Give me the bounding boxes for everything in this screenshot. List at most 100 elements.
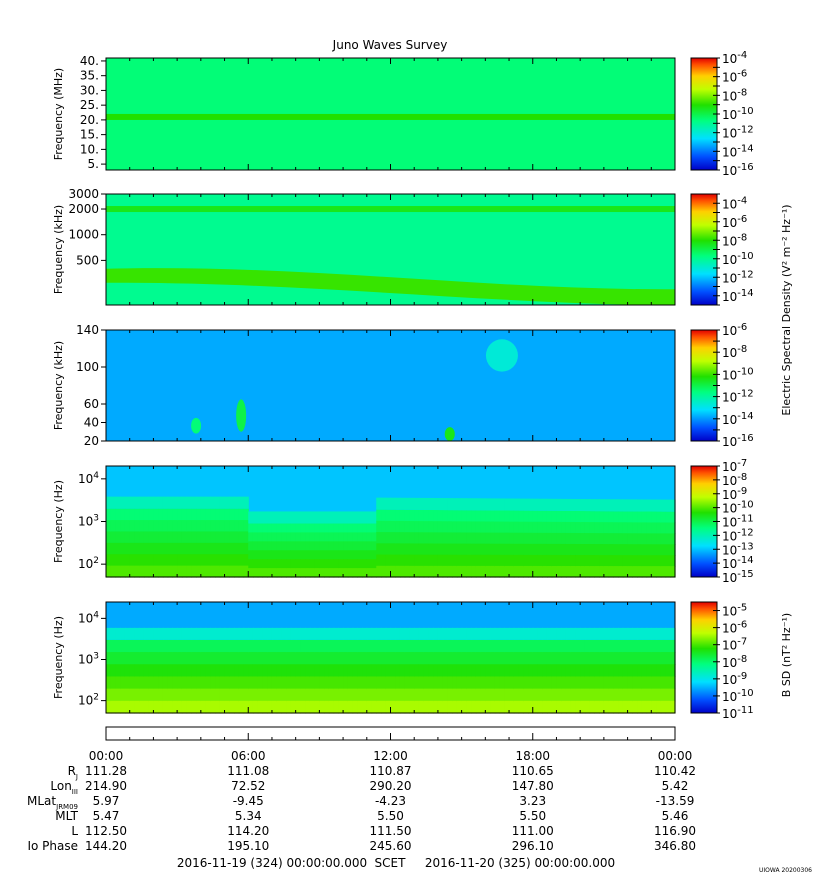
colorbar-tick-label: 10-10 bbox=[722, 688, 754, 704]
spectral-cell bbox=[186, 700, 192, 714]
spectral-cell bbox=[191, 496, 197, 509]
spectral-cell bbox=[670, 533, 676, 545]
spectral-cell bbox=[442, 510, 448, 522]
spectral-cell bbox=[124, 520, 131, 533]
spectral-cell bbox=[238, 700, 245, 714]
spectral-cell bbox=[134, 531, 140, 544]
ephemeris-value: 5.34 bbox=[235, 809, 262, 823]
spectral-cell bbox=[271, 541, 278, 551]
spectral-cell bbox=[546, 676, 553, 690]
spectral-cell bbox=[490, 532, 496, 545]
spectral-cell bbox=[390, 509, 396, 522]
spectral-cell bbox=[385, 688, 392, 702]
spectral-cell bbox=[314, 676, 320, 690]
spectral-cell bbox=[390, 688, 396, 702]
spectral-cell bbox=[234, 496, 240, 509]
spectral-cell bbox=[608, 511, 614, 523]
spectral-cell bbox=[248, 559, 254, 569]
spectral-cell bbox=[466, 700, 472, 714]
spectral-cell bbox=[243, 652, 249, 665]
spectral-cell bbox=[153, 639, 159, 653]
spectral-cell bbox=[471, 652, 477, 665]
spectral-cell bbox=[537, 700, 543, 714]
spectral-cell bbox=[153, 652, 159, 665]
spectral-cell bbox=[447, 565, 453, 578]
spectral-cell bbox=[418, 565, 425, 578]
spectral-cell bbox=[594, 511, 600, 523]
spectral-cell bbox=[608, 652, 614, 665]
spectral-cell bbox=[565, 532, 572, 545]
spectral-cell bbox=[162, 496, 169, 509]
spectral-cell bbox=[523, 688, 529, 702]
spectral-cell bbox=[613, 676, 619, 690]
spectral-cell bbox=[352, 676, 358, 690]
spectral-cell bbox=[542, 532, 548, 545]
spectral-cell bbox=[466, 627, 472, 640]
spectral-cell bbox=[613, 511, 619, 523]
spectral-cell bbox=[561, 700, 567, 714]
spectral-cell bbox=[499, 532, 505, 545]
spectral-cell bbox=[110, 496, 117, 509]
spectral-cell bbox=[528, 498, 534, 511]
spectral-cell bbox=[158, 664, 164, 678]
spectral-cell bbox=[158, 700, 164, 714]
spectral-cell bbox=[528, 676, 534, 690]
spectral-cell bbox=[110, 554, 117, 567]
spectral-cell bbox=[561, 676, 567, 690]
spectral-cell bbox=[143, 627, 150, 640]
spectral-cell bbox=[314, 559, 320, 569]
spectral-cell bbox=[471, 639, 477, 653]
spectral-cell bbox=[286, 523, 292, 533]
spectral-cell bbox=[338, 627, 344, 640]
spectral-cell bbox=[494, 676, 501, 690]
spectral-cell bbox=[129, 508, 136, 521]
spectral-cell bbox=[319, 688, 325, 702]
spectral-cell bbox=[518, 521, 524, 534]
spectral-cell bbox=[618, 555, 624, 567]
spectral-cell bbox=[570, 565, 577, 578]
spectral-cell bbox=[343, 559, 349, 569]
spectral-cell bbox=[433, 627, 439, 640]
spectral-cell bbox=[267, 652, 273, 665]
spectral-cell bbox=[286, 688, 292, 702]
spectral-cell bbox=[414, 497, 420, 510]
y-axis-label: Frequency (Hz) bbox=[52, 480, 65, 563]
spectral-cell bbox=[414, 664, 420, 678]
spectral-cell bbox=[632, 533, 638, 545]
spectral-cell bbox=[324, 559, 330, 569]
spectral-cell bbox=[523, 627, 529, 640]
spectral-cell bbox=[347, 532, 354, 542]
spectral-cell bbox=[485, 565, 491, 578]
spectral-cell bbox=[471, 521, 477, 534]
spectral-cell bbox=[418, 543, 425, 556]
spectral-cell bbox=[542, 627, 548, 640]
spectral-cell bbox=[177, 554, 183, 567]
spectral-cell bbox=[399, 497, 406, 510]
spectral-cell bbox=[200, 542, 207, 555]
spectral-cell bbox=[300, 541, 306, 551]
spectral-cell bbox=[196, 700, 202, 714]
spectral-cell bbox=[106, 554, 112, 567]
spectral-cell bbox=[129, 554, 136, 567]
colorbar-tick-label: 10-6 bbox=[722, 69, 747, 85]
colorbar-gradient bbox=[690, 193, 718, 306]
spectral-cell bbox=[580, 652, 586, 665]
spectral-cell bbox=[238, 688, 245, 702]
spectral-cell bbox=[281, 559, 287, 569]
spectral-cell bbox=[252, 559, 259, 569]
spectral-cell bbox=[229, 542, 235, 555]
spectral-cell bbox=[362, 550, 368, 560]
spectral-cell bbox=[575, 511, 581, 523]
spectral-cell bbox=[248, 664, 254, 678]
spectral-cell bbox=[333, 511, 339, 524]
spectral-cell bbox=[423, 554, 430, 567]
spectral-cell bbox=[528, 664, 534, 678]
spectral-cell bbox=[347, 523, 354, 533]
spectral-cell bbox=[148, 542, 155, 555]
spectral-cell bbox=[404, 627, 411, 640]
spectral-cell bbox=[205, 542, 211, 555]
spectral-cell bbox=[347, 664, 354, 678]
spectral-cell bbox=[556, 664, 562, 678]
